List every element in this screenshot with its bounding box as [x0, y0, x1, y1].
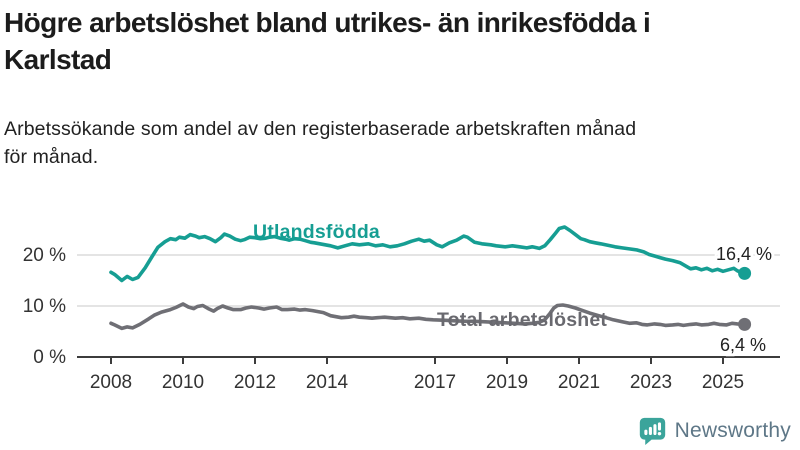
x-axis-tick-label: 2023: [630, 372, 672, 393]
chart-subtitle: Arbetssökande som andel av den registerb…: [4, 116, 796, 171]
series-end-dot: [738, 317, 752, 331]
bar-3: [653, 424, 657, 436]
subtitle-line-2: för månad.: [4, 145, 99, 168]
x-axis-tick-label: 2010: [162, 372, 204, 393]
x-axis-tick-label: 2008: [90, 372, 132, 393]
newsworthy-logo: Newsworthy: [638, 416, 791, 445]
title-line-2: Karlstad: [4, 44, 112, 75]
series-label-total: Total arbetslöshet: [437, 309, 607, 331]
newsworthy-wordmark: Newsworthy: [674, 418, 791, 442]
x-axis-tick-label: 2012: [234, 372, 276, 393]
series-line-utlandsfodda: [109, 225, 747, 283]
newsworthy-icon: [639, 417, 665, 445]
x-axis-tick-label: 2017: [414, 372, 456, 393]
y-axis-tick-label: 20 %: [23, 245, 66, 266]
x-axis-tick-label: 2019: [486, 372, 528, 393]
subtitle-line-1: Arbetssökande som andel av den registerb…: [4, 118, 637, 140]
title-line-1: Högre arbetslöshet bland utrikes- än inr…: [4, 7, 651, 38]
exclamation-bar: [657, 422, 661, 431]
x-axis-tick-label: 2021: [558, 372, 600, 393]
y-axis-tick-label: 0 %: [33, 347, 66, 368]
exclamation-dot: [657, 431, 661, 436]
series-line-total: [109, 302, 747, 331]
series-label-utlandsfodda: Utlandsfödda: [253, 221, 380, 243]
y-axis-tick-label: 10 %: [23, 296, 66, 317]
page-title: Högre arbetslöshet bland utrikes- än inr…: [4, 4, 800, 78]
end-value-label-utlandsfodda: 16,4 %: [716, 244, 772, 264]
x-axis-tick-label: 2025: [702, 372, 744, 393]
x-axis-tick-label: 2014: [306, 372, 349, 393]
speech-bubble-shape: [639, 417, 665, 445]
bar-2: [648, 426, 652, 436]
bar-1: [643, 429, 648, 436]
series-end-dot: [738, 266, 752, 280]
end-value-label-total: 6,4 %: [720, 335, 766, 355]
